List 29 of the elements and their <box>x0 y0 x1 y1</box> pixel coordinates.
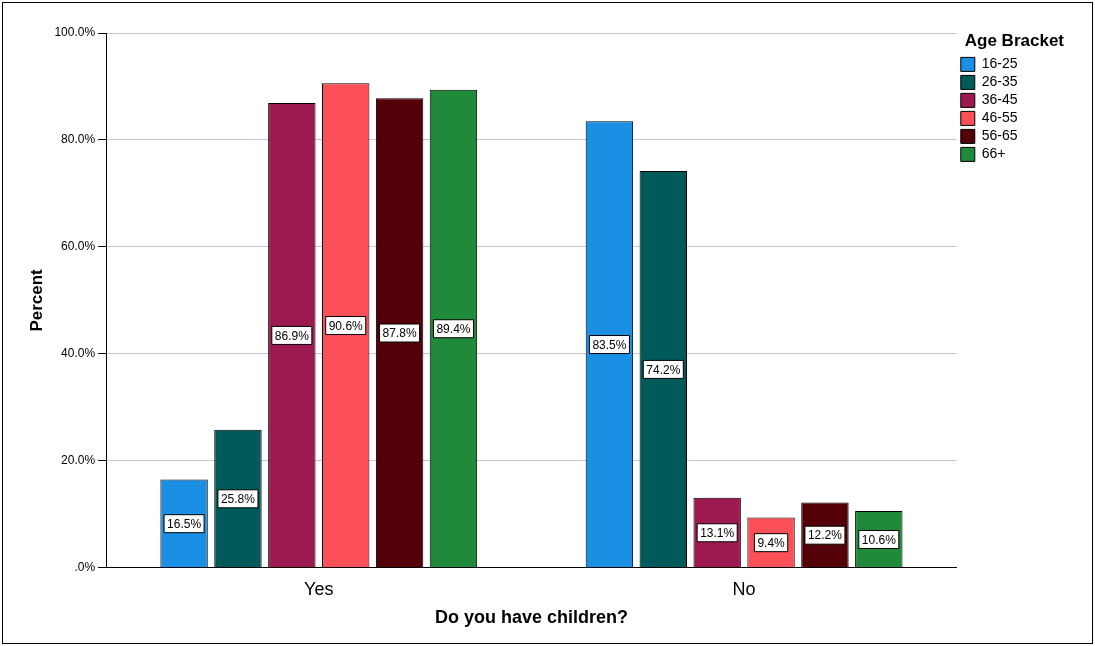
data-label: 90.6% <box>328 318 364 333</box>
data-label: 10.6% <box>861 532 897 547</box>
y-axis-title: Percent <box>26 268 46 332</box>
legend-label: 36-45 <box>981 91 1018 108</box>
legend-label: 26-35 <box>981 73 1018 90</box>
y-tick-label: .0% <box>74 560 96 575</box>
data-label: 12.2% <box>807 528 843 543</box>
y-tick-label: 80.0% <box>61 132 96 147</box>
data-label: 13.1% <box>700 526 735 541</box>
x-axis-title: Do you have children? <box>434 607 628 628</box>
data-label: 83.5% <box>592 337 627 352</box>
legend-label: 66+ <box>981 145 1006 162</box>
data-label: 87.8% <box>382 326 417 341</box>
y-tick-label: 60.0% <box>61 239 96 254</box>
data-label: 16.5% <box>167 516 202 531</box>
x-tick-label: No <box>732 578 756 599</box>
legend-label: 46-55 <box>981 109 1018 126</box>
y-tick-label: 40.0% <box>61 346 96 361</box>
legend-label: 56-65 <box>981 127 1018 144</box>
data-label: 9.4% <box>757 535 786 550</box>
data-label: 89.4% <box>436 322 471 337</box>
x-tick-label: Yes <box>304 578 334 599</box>
data-label: 25.8% <box>220 492 256 507</box>
y-tick-label: 100.0% <box>54 25 96 40</box>
data-label: 86.9% <box>274 328 310 343</box>
y-tick-label: 20.0% <box>61 453 96 468</box>
legend-label: 16-25 <box>981 55 1018 72</box>
legend-title: Age Bracket <box>964 31 1065 51</box>
data-label: 74.2% <box>646 362 681 377</box>
